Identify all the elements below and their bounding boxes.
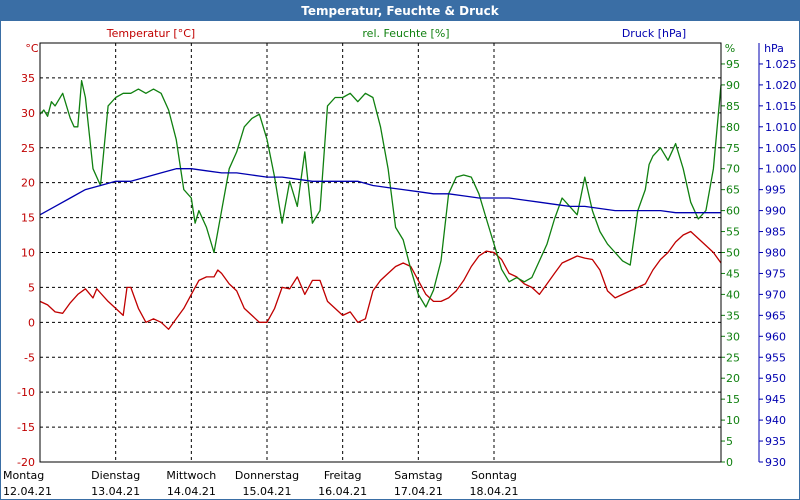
pressure-tick-label: 1.005 — [765, 142, 797, 155]
temperature-tick-label: -20 — [17, 456, 35, 469]
pressure-tick-label: 950 — [765, 372, 786, 385]
weather-chart: Temperatur [°C] rel. Feuchte [%] Druck [… — [3, 27, 797, 498]
humidity-tick-label: 25 — [726, 351, 740, 364]
x-tick-date-label: 18.04.21 — [470, 485, 519, 498]
pressure-tick-label: 1.025 — [765, 58, 797, 71]
temperature-tick-label: 10 — [21, 247, 35, 260]
humidity-tick-label: 50 — [726, 247, 740, 260]
x-tick-day-label: Freitag — [324, 469, 362, 482]
temperature-tick-label: 35 — [21, 72, 35, 85]
pressure-tick-label: 1.020 — [765, 79, 797, 92]
pressure-tick-label: 940 — [765, 414, 786, 427]
humidity-tick-label: 85 — [726, 100, 740, 113]
humidity-unit-label: % — [725, 42, 735, 55]
temperature-tick-label: -15 — [17, 421, 35, 434]
humidity-tick-label: 95 — [726, 58, 740, 71]
x-tick-day-label: Montag — [3, 469, 44, 482]
humidity-tick-label: 30 — [726, 330, 740, 343]
humidity-tick-label: 45 — [726, 267, 740, 280]
pressure-tick-label: 930 — [765, 456, 786, 469]
pressure-tick-label: 980 — [765, 247, 786, 260]
pressure-tick-label: 1.010 — [765, 121, 797, 134]
humidity-tick-label: 80 — [726, 121, 740, 134]
series-lines — [39, 80, 722, 330]
plot-area-border — [39, 42, 722, 463]
pressure-tick-label: 955 — [765, 351, 786, 364]
humidity-tick-label: 65 — [726, 184, 740, 197]
x-tick-day-label: Samstag — [394, 469, 442, 482]
humidity-tick-label: 5 — [726, 435, 733, 448]
temperature-series-label: Temperatur [°C] — [106, 27, 195, 40]
grid-lines — [40, 43, 721, 462]
temperature-tick-label: -10 — [17, 386, 35, 399]
humidity-tick-label: 10 — [726, 414, 740, 427]
humidity-tick-label: 40 — [726, 288, 740, 301]
temperature-tick-label: -5 — [24, 351, 35, 364]
chart-title: Temperatur, Feuchte & Druck — [1, 1, 799, 21]
humidity-tick-label: 15 — [726, 393, 740, 406]
temperature-tick-label: 5 — [28, 281, 35, 294]
x-tick-date-label: 14.04.21 — [167, 485, 216, 498]
pressure-tick-label: 995 — [765, 184, 786, 197]
humidity-series-label: rel. Feuchte [%] — [362, 27, 449, 40]
x-tick-date-label: 15.04.21 — [243, 485, 292, 498]
pressure-series-label: Druck [hPa] — [622, 27, 686, 40]
humidity-tick-label: 0 — [726, 456, 733, 469]
x-tick-date-label: 12.04.21 — [3, 485, 52, 498]
humidity-tick-label: 20 — [726, 372, 740, 385]
pressure-unit-label: hPa — [764, 42, 784, 55]
pressure-tick-label: 945 — [765, 393, 786, 406]
humidity-tick-label: 90 — [726, 79, 740, 92]
x-tick-day-label: Sonntag — [471, 469, 517, 482]
humidity-tick-label: 75 — [726, 142, 740, 155]
pressure-tick-label: 975 — [765, 267, 786, 280]
temperature-tick-label: 30 — [21, 107, 35, 120]
humidity-series-line — [39, 80, 722, 308]
pressure-tick-label: 1.000 — [765, 163, 797, 176]
x-tick-day-label: Donnerstag — [235, 469, 299, 482]
pressure-tick-label: 960 — [765, 330, 786, 343]
pressure-tick-label: 935 — [765, 435, 786, 448]
pressure-tick-label: 1.015 — [765, 100, 797, 113]
humidity-tick-label: 55 — [726, 226, 740, 239]
humidity-tick-label: 60 — [726, 205, 740, 218]
pressure-series-line — [39, 168, 721, 216]
pressure-tick-label: 965 — [765, 309, 786, 322]
pressure-tick-label: 985 — [765, 226, 786, 239]
x-tick-date-label: 13.04.21 — [91, 485, 140, 498]
x-tick-date-label: 17.04.21 — [394, 485, 443, 498]
humidity-tick-label: 70 — [726, 163, 740, 176]
x-tick-day-label: Dienstag — [91, 469, 140, 482]
temperature-series-line — [39, 230, 722, 330]
x-tick-date-label: 16.04.21 — [318, 485, 367, 498]
temperature-unit-label: °C — [25, 42, 39, 55]
temperature-tick-label: 0 — [28, 316, 35, 329]
x-tick-day-label: Mittwoch — [166, 469, 216, 482]
humidity-tick-label: 35 — [726, 309, 740, 322]
axis-ticks: -20 -15 -10 -5 0 5 10 15 20 25 30 35 Montag 12.04.21 D… — [3, 43, 797, 498]
temperature-tick-label: 25 — [21, 142, 35, 155]
pressure-tick-label: 970 — [765, 288, 786, 301]
temperature-tick-label: 15 — [21, 212, 35, 225]
pressure-tick-label: 990 — [765, 205, 786, 218]
temperature-tick-label: 20 — [21, 177, 35, 190]
